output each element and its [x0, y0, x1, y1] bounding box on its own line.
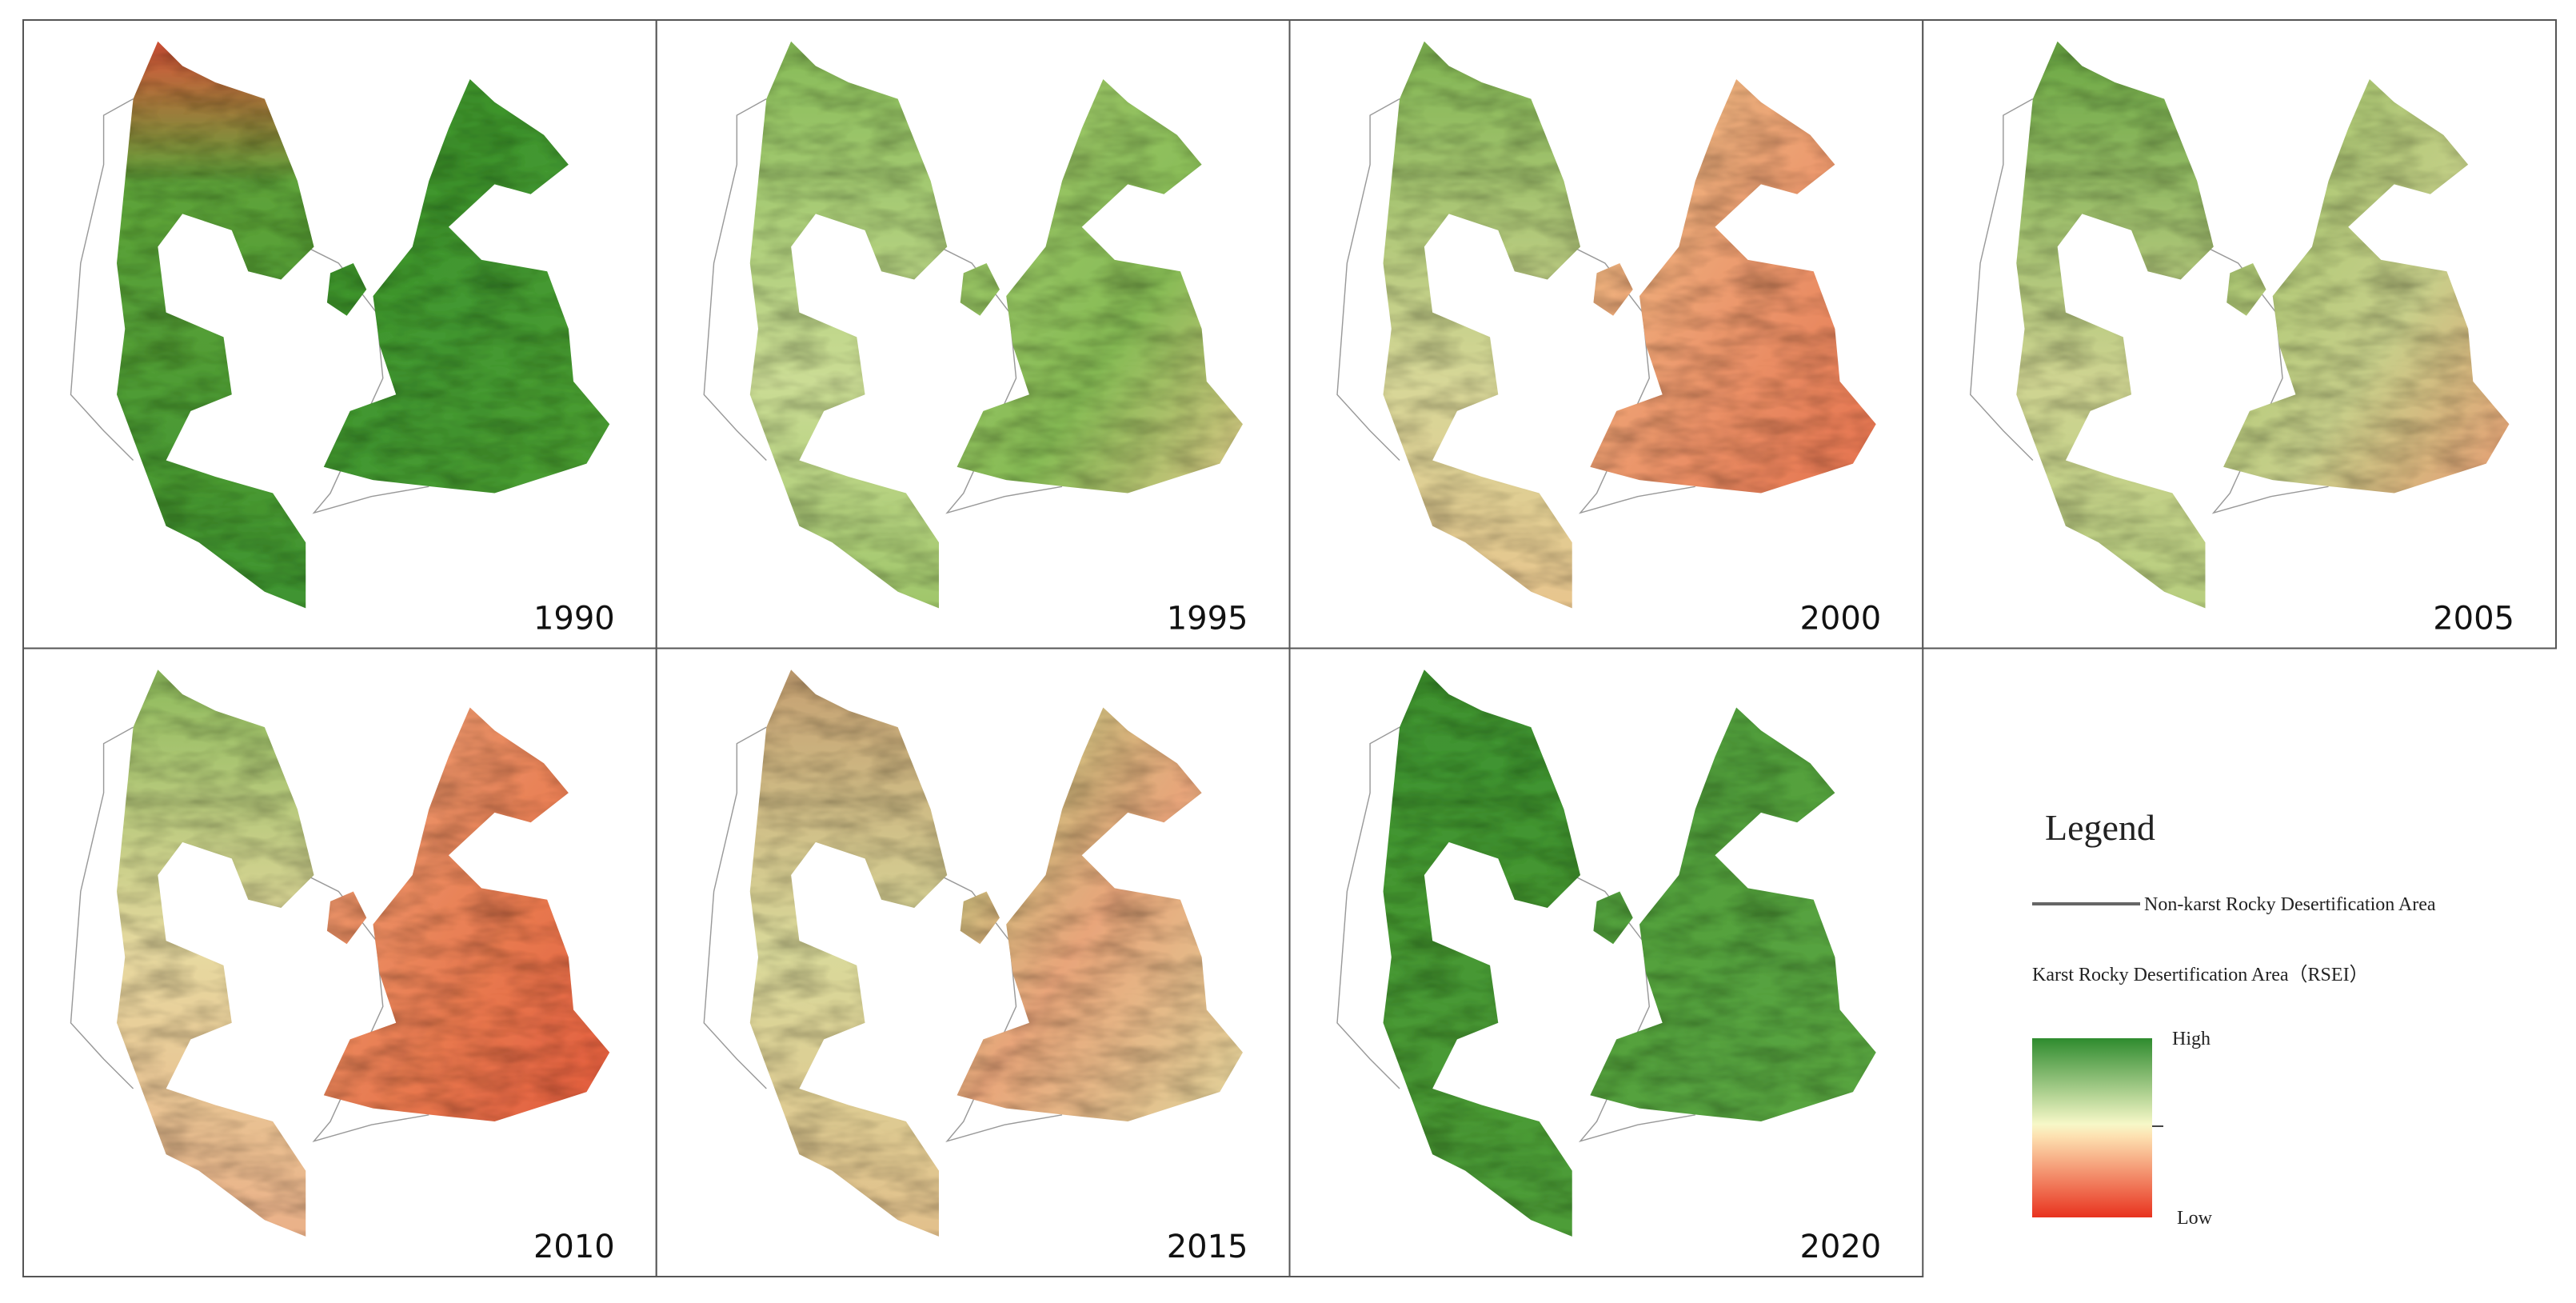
- legend-low: Low: [2177, 1208, 2213, 1229]
- legend-color-ramp: [2032, 1038, 2152, 1217]
- year-label: 2020: [1799, 1229, 1881, 1265]
- year-label: 1995: [1167, 601, 1248, 638]
- year-label: 2000: [1799, 601, 1881, 638]
- legend-title: Legend: [2045, 807, 2155, 848]
- map-panel: 1995: [655, 19, 1291, 650]
- legend-karst: Karst Rocky Desertification Area（RSEI）: [2032, 965, 2369, 985]
- year-label: 2010: [533, 1229, 615, 1265]
- legend-non-karst: Non-karst Rocky Desertification Area: [2144, 894, 2436, 915]
- year-label: 2015: [1167, 1229, 1248, 1265]
- map-panel: 1990: [22, 19, 657, 650]
- map-panel: 2015: [655, 647, 1291, 1277]
- year-label: 1990: [533, 601, 615, 638]
- map-panel: 2000: [1288, 19, 1924, 650]
- map-panel: 2010: [22, 647, 657, 1277]
- legend: Legend Non-karst Rocky Desertification A…: [2032, 807, 2436, 1229]
- map-panel: 2005: [1922, 19, 2557, 650]
- map-panels: 1990 1995 2000 2005 2010 2015 2020: [22, 19, 2557, 1277]
- legend-high: High: [2172, 1029, 2211, 1049]
- year-label: 2005: [2433, 601, 2514, 638]
- map-panel: 2020: [1288, 647, 1924, 1277]
